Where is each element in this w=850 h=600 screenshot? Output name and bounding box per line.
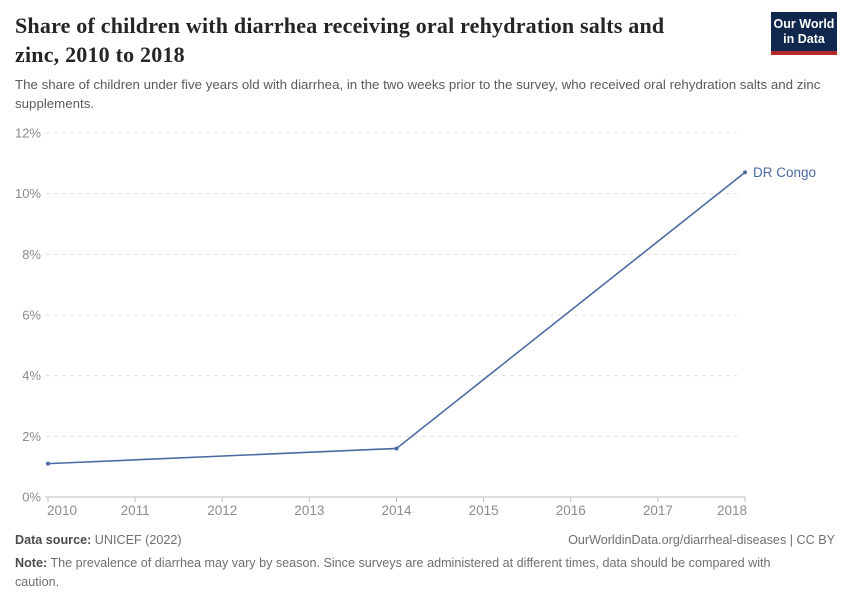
x-axis-tick-label: 2016 [556,503,586,518]
data-source-value: UNICEF (2022) [94,533,182,547]
note-text: The prevalence of diarrhea may vary by s… [15,556,771,589]
y-axis-tick-label: 8% [22,247,41,262]
footer-source-row: Data source: UNICEF (2022) OurWorldinDat… [15,531,835,549]
x-axis-tick-label: 2010 [47,503,77,518]
data-line-dr-congo [47,171,746,465]
y-axis-tick-label: 0% [22,490,41,505]
x-axis-tick-label: 2011 [121,503,150,518]
y-axis-tick-label: 6% [22,308,41,323]
data-point [743,170,747,175]
x-axis-tick-label: 2014 [381,503,412,518]
y-axis-tick-label: 12% [15,126,41,141]
y-axis-tick-label: 10% [15,186,41,201]
x-axis-tick-label: 2015 [469,503,499,518]
owid-logo: Our World in Data [771,12,837,55]
data-source: Data source: UNICEF (2022) [15,531,182,549]
x-axis-tick-label: 2013 [294,503,324,518]
owid-logo-line1: Our World [773,17,835,31]
note-label: Note: [15,556,48,571]
data-source-label: Data source: [15,533,92,547]
chart-footer: Data source: UNICEF (2022) OurWorldinDat… [15,531,835,591]
footer-note: Note: The prevalence of diarrhea may var… [15,554,811,591]
y-axis-tick-label: 4% [22,368,41,383]
chart-subtitle: The share of children under five years o… [15,77,821,111]
attribution: OurWorldinData.org/diarrheal-diseases | … [568,533,835,547]
data-point [394,446,399,451]
data-point [46,461,50,466]
y-axis-tick-label: 2% [22,429,41,444]
x-axis-tick-label: 2018 [717,503,747,518]
chart-title: Share of children with diarrhea receivin… [15,13,665,67]
x-axis-tick-label: 2017 [643,503,673,518]
owid-logo-line2: in Data [783,32,825,46]
x-axis-tick-label: 2012 [207,503,237,518]
series-label: DR Congo [753,165,816,180]
line-chart: 0% 2% 4% 6% 8% 10% 12% 2010 2011 2012 2013 2014 2015… [15,126,816,519]
